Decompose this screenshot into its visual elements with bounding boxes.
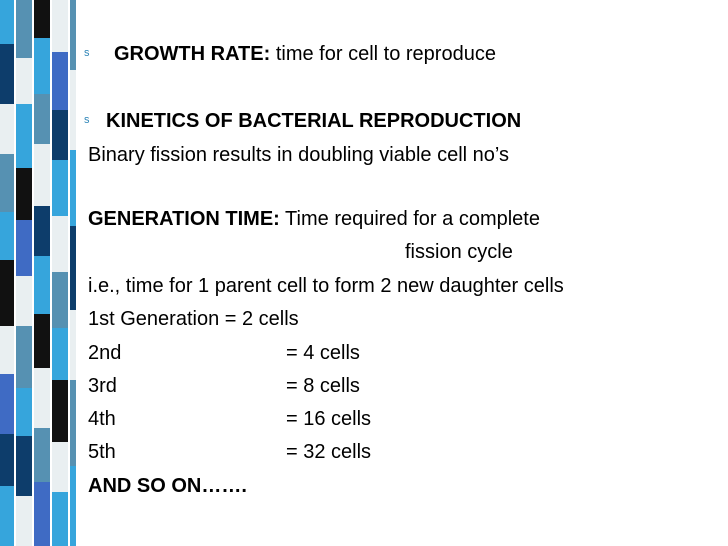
strip-block (34, 428, 50, 482)
decorative-side-strip (0, 0, 76, 546)
strip-block (16, 104, 32, 168)
kinetics-label: KINETICS OF BACTERIAL REPRODUCTION (106, 110, 522, 132)
strip-block (52, 160, 68, 216)
generation-time-label: GENERATION TIME: (88, 208, 280, 230)
strip-block (70, 226, 76, 310)
strip-block (16, 326, 32, 388)
closing-line: AND SO ON……. (88, 475, 247, 497)
generation-value: = 32 cells (286, 441, 372, 463)
strip-block (34, 368, 50, 428)
strip-block (70, 150, 76, 226)
bullet-icon: s (84, 47, 90, 59)
strip-block (0, 374, 14, 434)
generation-label: 4th (88, 408, 116, 430)
strip-block (16, 0, 32, 58)
strip-block (70, 380, 76, 466)
ie-line: i.e., time for 1 parent cell to form 2 n… (88, 275, 564, 297)
generation-row: 5th = 32 cells (88, 440, 371, 464)
strip-block (16, 58, 32, 104)
strip-block (0, 212, 14, 260)
generation-value: = 4 cells (286, 342, 360, 364)
generation-row: 2nd = 4 cells (88, 341, 360, 365)
strip-block (34, 94, 50, 144)
binary-fission-line: Binary fission results in doubling viabl… (88, 144, 509, 166)
bullet-icon: s (84, 114, 90, 126)
strip-block (34, 206, 50, 256)
strip-block (70, 310, 76, 380)
generation-row: 3rd = 8 cells (88, 374, 360, 398)
generation-row: 1st Generation = 2 cells (88, 307, 299, 331)
generation-label: 1st Generation = 2 cells (88, 308, 299, 330)
strip-block (16, 220, 32, 276)
strip-block (34, 482, 50, 546)
growth-rate-text: time for cell to reproduce (270, 43, 496, 65)
generation-row: 4th = 16 cells (88, 407, 371, 431)
generation-time-text: Time required for a complete (279, 208, 540, 230)
generation-value: = 16 cells (286, 408, 372, 430)
strip-block (52, 272, 68, 328)
strip-block (0, 260, 14, 326)
strip-block (34, 38, 50, 94)
strip-block (16, 168, 32, 220)
generation-label: 2nd (88, 342, 122, 364)
strip-block (16, 276, 32, 326)
strip-block (34, 144, 50, 206)
strip-block (16, 496, 32, 546)
generation-time-line: GENERATION TIME: Time required for a com… (88, 207, 540, 231)
strip-block (70, 466, 76, 546)
generation-label: 3rd (88, 375, 117, 397)
generation-time-continuation: fission cycle (405, 241, 513, 263)
strip-block (16, 388, 32, 436)
strip-block (34, 0, 50, 38)
strip-block (0, 326, 14, 374)
strip-block (0, 104, 14, 154)
generation-label: 5th (88, 441, 116, 463)
strip-block (16, 436, 32, 496)
strip-block (70, 70, 76, 150)
strip-block (0, 0, 14, 44)
strip-block (52, 52, 68, 110)
strip-block (34, 256, 50, 314)
strip-block (0, 44, 14, 104)
strip-block (0, 486, 14, 546)
strip-block (52, 380, 68, 442)
strip-block (52, 442, 68, 492)
growth-rate-label: GROWTH RATE: (114, 43, 271, 65)
generation-value: = 8 cells (286, 375, 360, 397)
kinetics-heading: KINETICS OF BACTERIAL REPRODUCTION (106, 109, 521, 133)
strip-block (70, 0, 76, 70)
slide-content: s GROWTH RATE: time for cell to reproduc… (84, 0, 718, 546)
strip-block (52, 216, 68, 272)
strip-block (34, 314, 50, 368)
strip-block (52, 492, 68, 546)
strip-block (52, 328, 68, 380)
strip-block (52, 0, 68, 52)
growth-rate-line: GROWTH RATE: time for cell to reproduce (114, 42, 496, 66)
strip-block (52, 110, 68, 160)
strip-block (0, 434, 14, 486)
strip-block (0, 154, 14, 212)
